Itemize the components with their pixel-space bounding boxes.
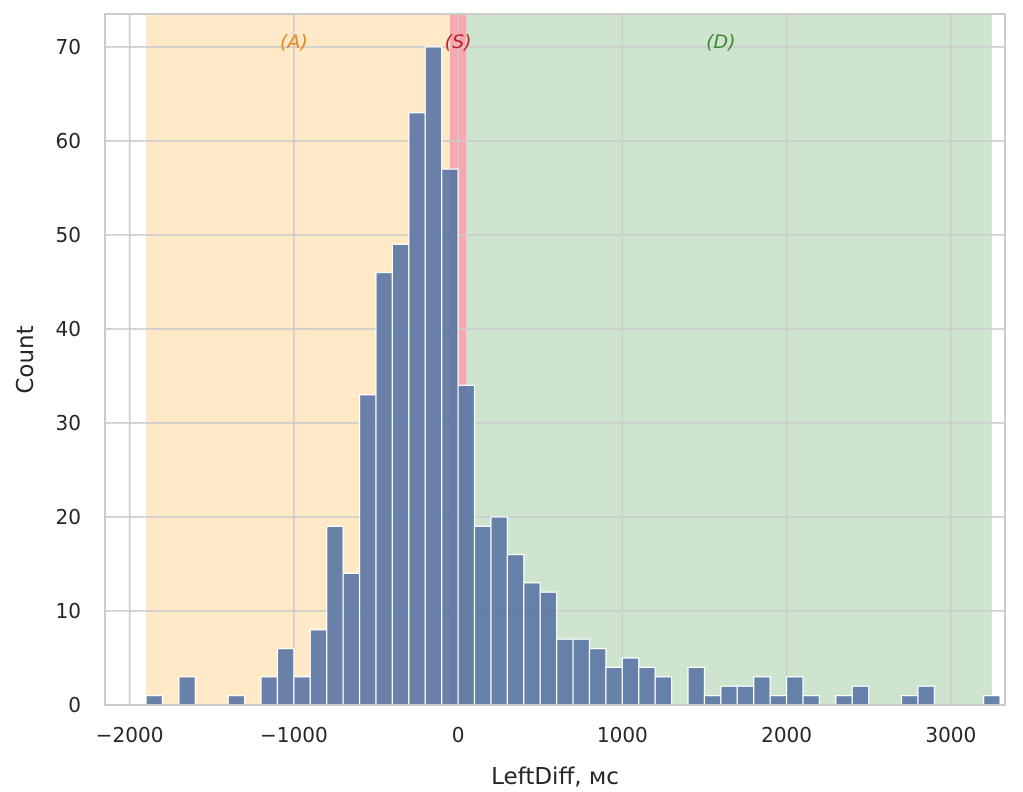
histogram-bar: [588, 647, 607, 706]
histogram-bar: [835, 694, 853, 706]
histogram-bar: [178, 676, 196, 706]
histogram-bar: [523, 582, 541, 706]
histogram-bar: [276, 647, 295, 706]
histogram-bar: [391, 243, 410, 706]
x-axis-label: LeftDiff, мс: [491, 764, 619, 790]
region-band-2: [466, 14, 992, 705]
histogram-bar: [293, 676, 311, 706]
regions-layer: [146, 14, 992, 705]
histogram-bar: [654, 676, 673, 706]
x-tick-label: 2000: [761, 723, 812, 747]
histogram-bar: [736, 685, 755, 706]
x-tick-label: −2000: [96, 723, 164, 747]
histogram-bar: [851, 685, 870, 706]
y-axis-label: Count: [13, 325, 39, 393]
histogram-bar: [638, 666, 656, 706]
x-tick-label: 0: [452, 723, 465, 747]
plot-border: [104, 13, 1006, 706]
histogram-bar: [375, 271, 394, 706]
histogram-bar: [720, 685, 738, 706]
region-label-1: (S): [445, 31, 472, 53]
region-labels: (A) (S) (D): [280, 31, 736, 53]
region-label-0: (A): [280, 31, 308, 53]
y-tick-labels: 0 10 20 30 40 50 60 70: [56, 35, 81, 717]
y-tick-label: 50: [56, 223, 81, 247]
y-tick-label: 60: [56, 129, 81, 153]
bars-layer: [145, 46, 1001, 706]
histogram-bar: [900, 694, 919, 706]
histogram-bar: [424, 46, 443, 706]
histogram-bar: [309, 629, 328, 706]
histogram-bar: [227, 694, 246, 706]
histogram-bar: [539, 591, 558, 706]
histogram-bar: [983, 694, 1001, 706]
histogram-bar: [490, 516, 508, 706]
histogram-bar: [621, 657, 640, 706]
histogram-bar: [473, 525, 492, 706]
histogram-bar: [326, 525, 344, 706]
histogram-bar: [802, 694, 821, 706]
histogram-bar: [572, 638, 591, 706]
y-tick-label: 10: [56, 599, 81, 623]
histogram-bar: [785, 676, 804, 706]
y-tick-label: 20: [56, 505, 81, 529]
histogram-bar: [441, 168, 459, 706]
region-label-2: (D): [706, 31, 735, 53]
x-tick-labels: −2000 −1000 0 1000 2000 3000: [96, 723, 976, 747]
y-tick-label: 70: [56, 35, 81, 59]
histogram-bar: [753, 676, 771, 706]
histogram-bar: [703, 694, 722, 706]
x-tick-label: −1000: [260, 723, 328, 747]
histogram-bar: [506, 553, 525, 706]
histogram-bar: [605, 666, 623, 706]
histogram-bar: [145, 694, 164, 706]
histogram-bar: [408, 112, 426, 706]
histogram-bar: [342, 572, 361, 706]
y-tick-label: 40: [56, 317, 81, 341]
y-tick-label: 0: [68, 693, 81, 717]
histogram-bar: [358, 394, 377, 706]
plot-frame: [104, 13, 1006, 706]
histogram-bar: [687, 666, 706, 706]
x-tick-label: 1000: [597, 723, 648, 747]
histogram-bar: [917, 685, 935, 706]
x-tick-label: 3000: [925, 723, 976, 747]
histogram-bar: [556, 638, 574, 706]
y-tick-label: 30: [56, 411, 81, 435]
histogram-bar: [769, 694, 788, 706]
histogram-bar: [260, 676, 279, 706]
histogram-bar: [457, 384, 476, 706]
